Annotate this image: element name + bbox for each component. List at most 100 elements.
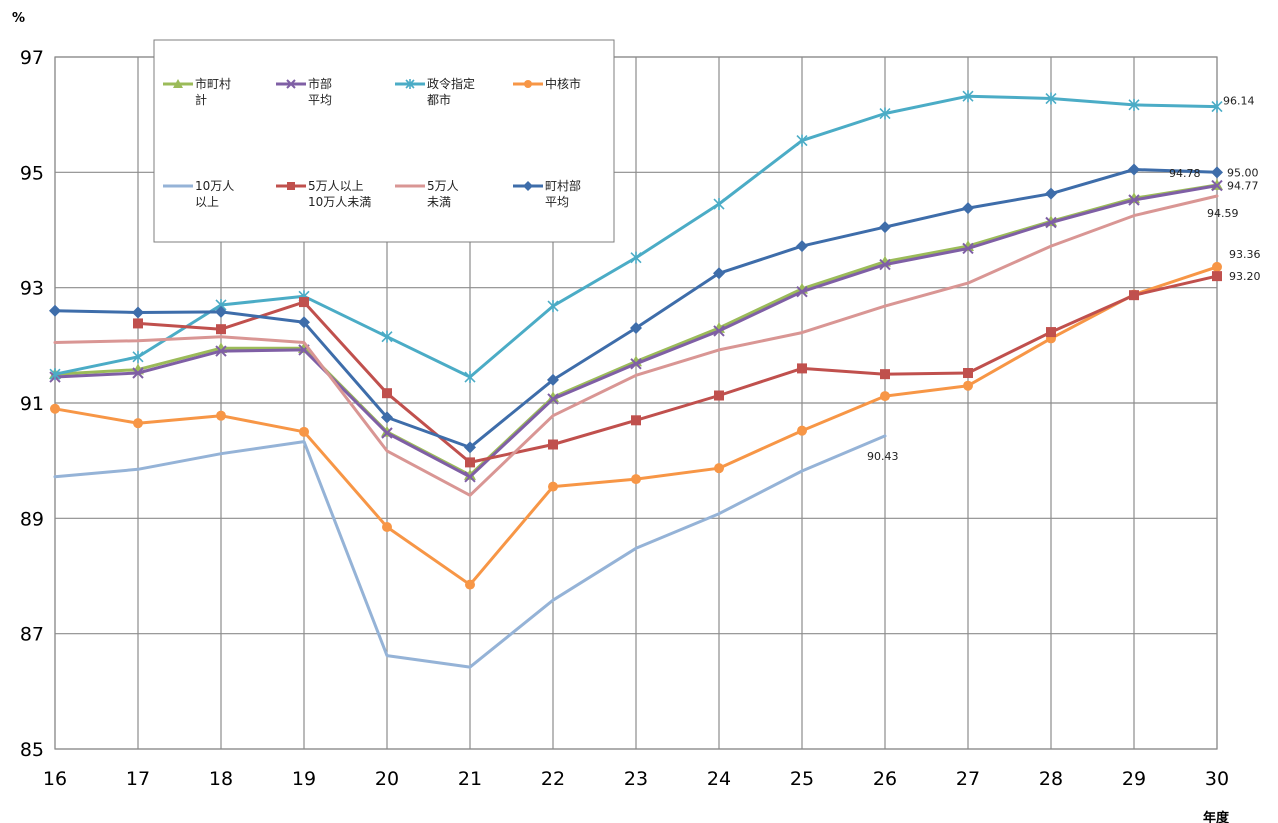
legend-label: 以上: [195, 195, 219, 209]
data-label: 93.36: [1229, 248, 1261, 261]
data-point: [631, 474, 641, 485]
legend-label: 平均: [545, 195, 569, 209]
data-point: [216, 324, 226, 335]
data-point: [216, 410, 226, 421]
legend-label: 5万人以上: [308, 179, 364, 193]
series-7: [53, 194, 1219, 497]
data-point: [796, 240, 808, 253]
legend-marker: [173, 79, 183, 88]
data-point: [713, 325, 725, 337]
data-point: [1211, 179, 1223, 192]
x-tick-label: 28: [1039, 768, 1063, 790]
legend-marker: [405, 79, 415, 89]
legend-label: 政令指定: [427, 76, 475, 91]
data-label: 94.78: [1169, 167, 1201, 180]
data-point: [132, 367, 144, 379]
legend-marker: [523, 181, 533, 191]
data-point: [49, 368, 61, 381]
legend-label: 都市: [427, 92, 451, 107]
x-tick-label: 25: [790, 768, 814, 790]
data-point: [880, 391, 890, 402]
y-tick-label: 87: [20, 624, 44, 646]
y-tick-label: 97: [20, 47, 44, 69]
data-point: [548, 481, 558, 492]
data-point: [963, 368, 973, 379]
y-tick-label: 95: [20, 162, 44, 184]
data-point: [1045, 92, 1057, 105]
data-point: [132, 306, 144, 319]
legend-item: 中核市: [513, 76, 581, 91]
data-point: [215, 345, 227, 357]
data-point: [1128, 163, 1140, 176]
data-point: [464, 441, 476, 454]
label-layer: 96.14 95.00 94.78 94.77 94.59 93.36 93.20 90.43: [867, 95, 1261, 463]
data-point: [298, 316, 310, 329]
series-line: [53, 194, 1219, 497]
x-tick-label: 26: [873, 768, 897, 790]
data-point: [962, 90, 974, 103]
data-point: [714, 390, 724, 401]
legend-label: 中核市: [545, 76, 581, 91]
data-label: 93.20: [1229, 270, 1261, 283]
x-tick-label: 27: [956, 768, 980, 790]
series-line: [53, 434, 887, 669]
legend-marker: [524, 80, 532, 88]
y-tick-label: 89: [20, 508, 44, 530]
data-point: [1129, 290, 1139, 301]
data-point: [797, 425, 807, 436]
series-5: [53, 434, 887, 669]
data-point: [381, 411, 393, 424]
data-point: [465, 579, 475, 590]
data-point: [631, 415, 641, 426]
data-label: 94.59: [1207, 207, 1239, 220]
series-line: [136, 274, 1219, 464]
data-point: [880, 369, 890, 380]
x-tick-label: 23: [624, 768, 648, 790]
legend-label: 5万人: [427, 179, 459, 193]
data-label: 95.00: [1227, 166, 1259, 179]
data-point: [1046, 327, 1056, 338]
x-tick-label: 18: [209, 768, 233, 790]
series-layer: [49, 90, 1223, 669]
data-point: [962, 242, 974, 255]
data-point: [1212, 261, 1222, 272]
x-axis-label: 年度: [1203, 810, 1230, 823]
data-point: [50, 403, 60, 414]
data-point: [879, 221, 891, 234]
data-point: [382, 521, 392, 532]
data-point: [465, 457, 475, 468]
data-point: [547, 300, 559, 313]
data-point: [464, 371, 476, 384]
series-3: [49, 90, 1223, 384]
data-point: [1045, 187, 1057, 200]
x-tick-label: 22: [541, 768, 565, 790]
data-label: 94.77: [1227, 180, 1259, 193]
legend-marker: [286, 79, 296, 89]
data-point: [630, 358, 642, 370]
legend-label: 未満: [427, 195, 451, 209]
data-point: [132, 350, 144, 363]
data-point: [133, 318, 143, 329]
y-axis-label: %: [12, 11, 25, 26]
y-tick-label: 85: [20, 739, 44, 761]
x-tick-label: 24: [707, 768, 731, 790]
data-point: [1211, 166, 1223, 179]
data-point: [299, 426, 309, 437]
data-point: [713, 267, 725, 280]
data-point: [879, 258, 891, 271]
legend-label: 市部: [308, 76, 332, 91]
data-point: [1045, 216, 1057, 229]
series-8: [49, 163, 1223, 454]
legend-label: 10万人未満: [308, 195, 371, 209]
data-point: [1211, 100, 1223, 113]
data-point: [382, 388, 392, 399]
legend-label: 平均: [308, 93, 332, 107]
legend-label: 10万人: [195, 179, 234, 193]
